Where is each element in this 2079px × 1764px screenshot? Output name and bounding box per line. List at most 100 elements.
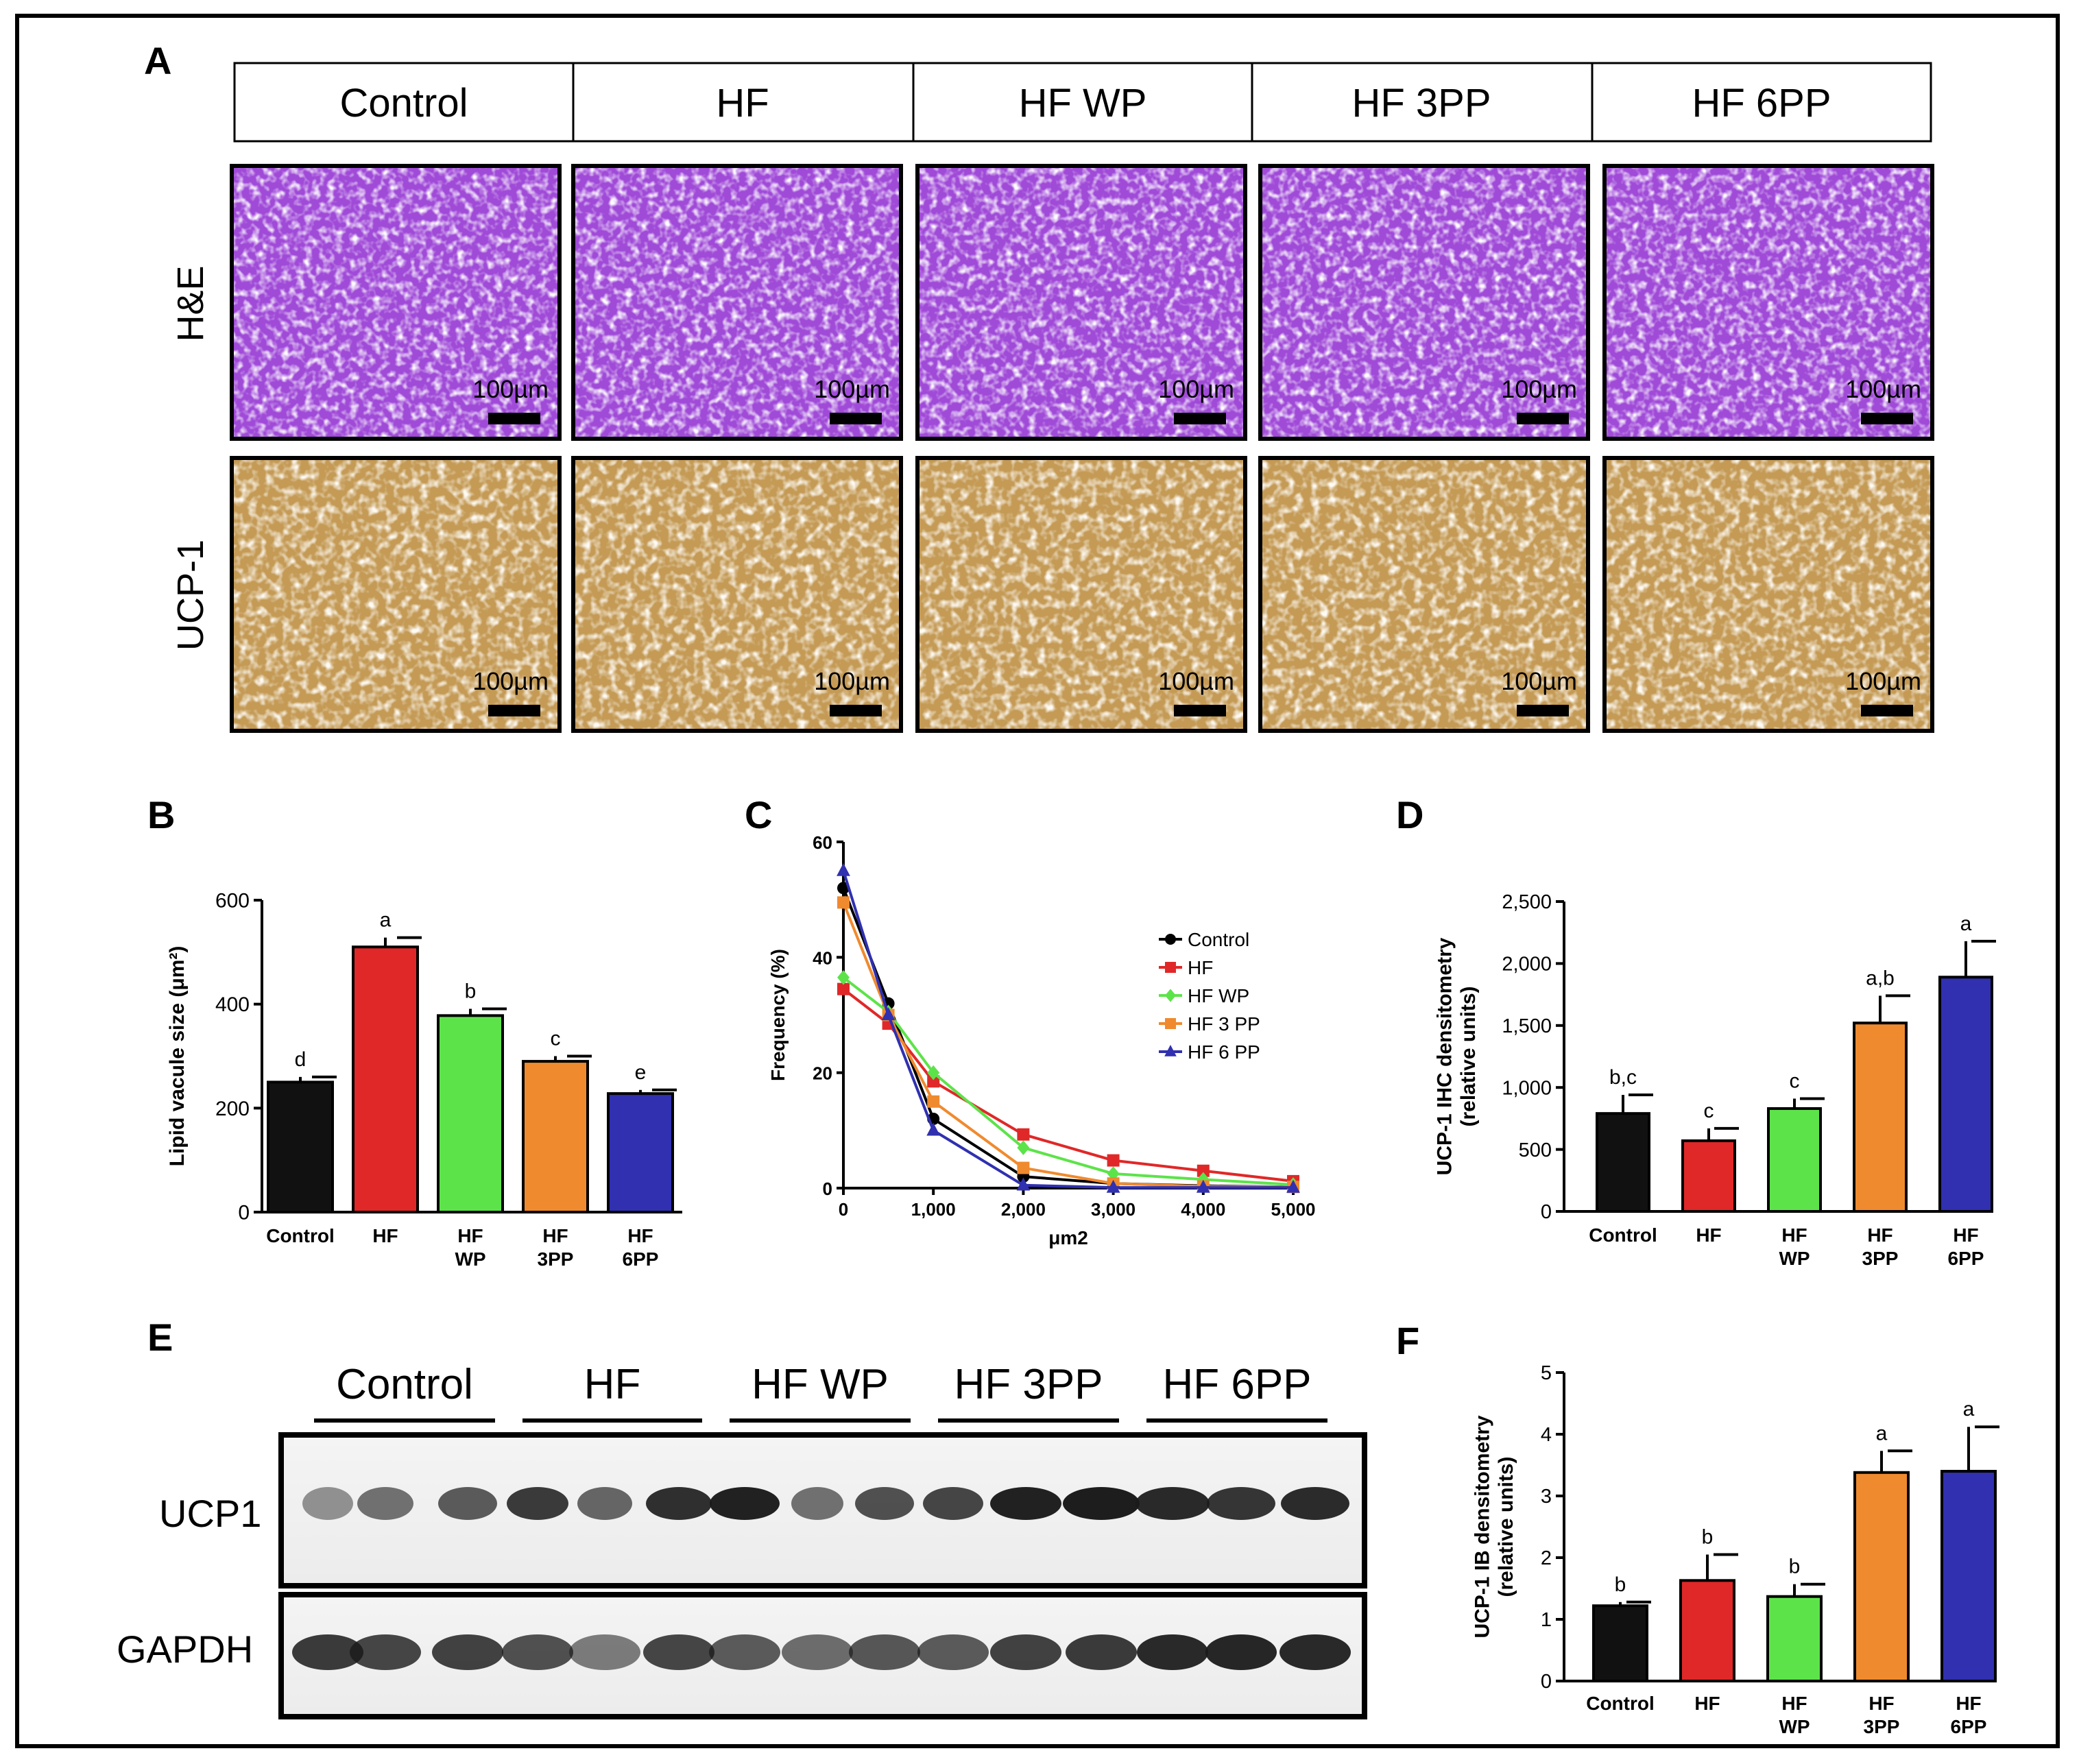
panel-c-frequency-chart: 0 20 40 60 0 1,000 2,000 3,000 4,000 5,000 μm2 Freq… <box>767 832 1316 1248</box>
he-image-hf: 100µm <box>571 164 903 441</box>
he-image-hf-6pp: 100µm <box>1602 164 1934 441</box>
category-label: Control <box>1586 1693 1655 1714</box>
category-label: HF <box>542 1225 568 1246</box>
panel-letter-a: A <box>144 39 171 82</box>
data-point <box>1197 1164 1210 1177</box>
gapdh-band <box>917 1634 989 1670</box>
legend-label: HF WP <box>1188 985 1249 1006</box>
bar-control <box>267 1080 334 1213</box>
legend-marker <box>1164 1045 1177 1056</box>
data-point <box>1017 1140 1030 1155</box>
panel-letter-c: C <box>745 793 772 836</box>
significance-letter: b,c <box>1609 1066 1637 1089</box>
ucp1-band <box>1207 1487 1275 1520</box>
gapdh-band <box>292 1634 363 1670</box>
scale-bar-label: 100µm <box>1158 375 1234 403</box>
category-label: HF <box>1867 1224 1892 1246</box>
scale-bar-label: 100µm <box>1845 667 1921 695</box>
ucp1-image-hf-6pp: 100µm <box>1602 456 1934 733</box>
panel-a-histology: Control HF HF WP HF 3PP HF 6PP H&E UCP-1 100… <box>170 62 1934 733</box>
y-tick-label: 2,000 <box>1502 954 1552 976</box>
y-axis-label-line: (relative units) <box>1457 986 1480 1126</box>
blot-group-labels: Control HF HF WP HF 3PP HF 6PP <box>314 1361 1327 1423</box>
y-axis-label: UCP-1 IB densitometry(relative units) <box>1471 1415 1518 1638</box>
category-label: Control <box>266 1225 335 1246</box>
scale-bar <box>1174 413 1226 424</box>
blot-group-label-control: Control <box>336 1361 473 1408</box>
data-point <box>881 1007 896 1021</box>
panel-e-western-blot: Control HF HF WP HF 3PP HF 6PP UCP1 GAPDH <box>117 1361 1367 1719</box>
ucp1-image-control: 100µm <box>230 456 562 733</box>
ucp1-band <box>791 1487 843 1520</box>
category-label: 3PP <box>538 1248 574 1270</box>
panel-a-header-box <box>233 62 1932 143</box>
category-label: WP <box>1779 1248 1810 1269</box>
scale-bar-label: 100µm <box>472 667 549 695</box>
bar-hf <box>1679 1579 1735 1683</box>
significance-letter: a <box>1960 913 1972 935</box>
y-tick-label: 1,000 <box>1502 1077 1552 1099</box>
y-axis-label-line: Lipid vacule size (μm²) <box>166 946 189 1167</box>
image-border <box>1258 456 1590 733</box>
gapdh-band <box>1205 1634 1277 1670</box>
data-point <box>837 969 850 985</box>
y-axis-label: UCP-1 IHC densitometry(relative units) <box>1434 937 1480 1175</box>
scale-bar <box>488 413 540 424</box>
ucp1-band <box>990 1487 1061 1520</box>
panel-letter-b: B <box>147 793 175 836</box>
y-tick-label: 5 <box>1541 1362 1552 1384</box>
category-label: 6PP <box>1951 1716 1987 1737</box>
gapdh-band <box>782 1634 853 1670</box>
gapdh-band <box>569 1634 640 1670</box>
category-label: HF <box>1868 1693 1894 1714</box>
ucp1-band <box>438 1487 497 1520</box>
scale-bar-label: 100µm <box>1158 667 1234 695</box>
ucp1-band <box>646 1487 712 1520</box>
tissue-texture <box>232 458 560 731</box>
ucp1-band <box>507 1487 568 1520</box>
figure-frame <box>15 14 2060 1748</box>
tissue-texture <box>1260 458 1588 731</box>
ucp1-image-hf-wp: 100µm <box>915 456 1247 733</box>
gapdh-band <box>1066 1634 1137 1670</box>
y-axis-label-line: UCP-1 IHC densitometry <box>1434 937 1456 1175</box>
gapdh-band <box>350 1634 421 1670</box>
bar-hf <box>1681 1139 1736 1213</box>
tissue-texture <box>1260 166 1588 439</box>
category-label: WP <box>455 1248 485 1270</box>
ucp1-band <box>923 1487 983 1520</box>
data-point <box>927 1095 940 1108</box>
significance-letter: b <box>465 980 477 1002</box>
ucp1-band <box>1135 1487 1210 1520</box>
ucp1-band <box>1281 1487 1349 1520</box>
gapdh-band <box>643 1634 714 1670</box>
significance-letter: c <box>1790 1070 1800 1092</box>
category-label: 6PP <box>1948 1248 1984 1269</box>
tissue-texture <box>573 458 901 731</box>
scale-bar <box>1517 705 1569 716</box>
gapdh-band <box>1137 1634 1208 1670</box>
significance-letter: b <box>1702 1526 1714 1549</box>
bar-control <box>1592 1604 1648 1682</box>
tissue-texture <box>1605 458 1932 731</box>
blot-row-label-gapdh: GAPDH <box>117 1628 253 1671</box>
y-axis-label: Lipid vacule size (μm²) <box>166 946 189 1167</box>
scale-bar <box>1517 413 1569 424</box>
y-tick-label: 2,500 <box>1502 891 1552 913</box>
y-axis-label: Frequency (%) <box>767 949 789 1081</box>
image-border <box>1258 164 1590 441</box>
panel-d-ucp1-ihc-chart: 0 500 1,000 1,500 2,000 2,500 UCP-1 IHC densit… <box>1434 891 1996 1269</box>
image-border <box>915 456 1247 733</box>
scale-bar <box>1174 705 1226 716</box>
scale-bar-label: 100µm <box>814 667 890 695</box>
group-label-hf-3pp: HF 3PP <box>1351 81 1491 125</box>
legend-marker <box>1165 962 1176 973</box>
y-tick-label: 20 <box>813 1063 832 1084</box>
x-tick-label: 2,000 <box>1001 1199 1046 1220</box>
category-label: 3PP <box>1864 1716 1900 1737</box>
data-point <box>837 896 850 909</box>
panel-a-images: 100µm 100µm 100µm 100µm 100µm 100µm 100µm 100µm… <box>230 164 1934 733</box>
data-point <box>1196 1179 1210 1193</box>
category-label: HF <box>457 1225 483 1246</box>
data-point <box>837 982 850 995</box>
